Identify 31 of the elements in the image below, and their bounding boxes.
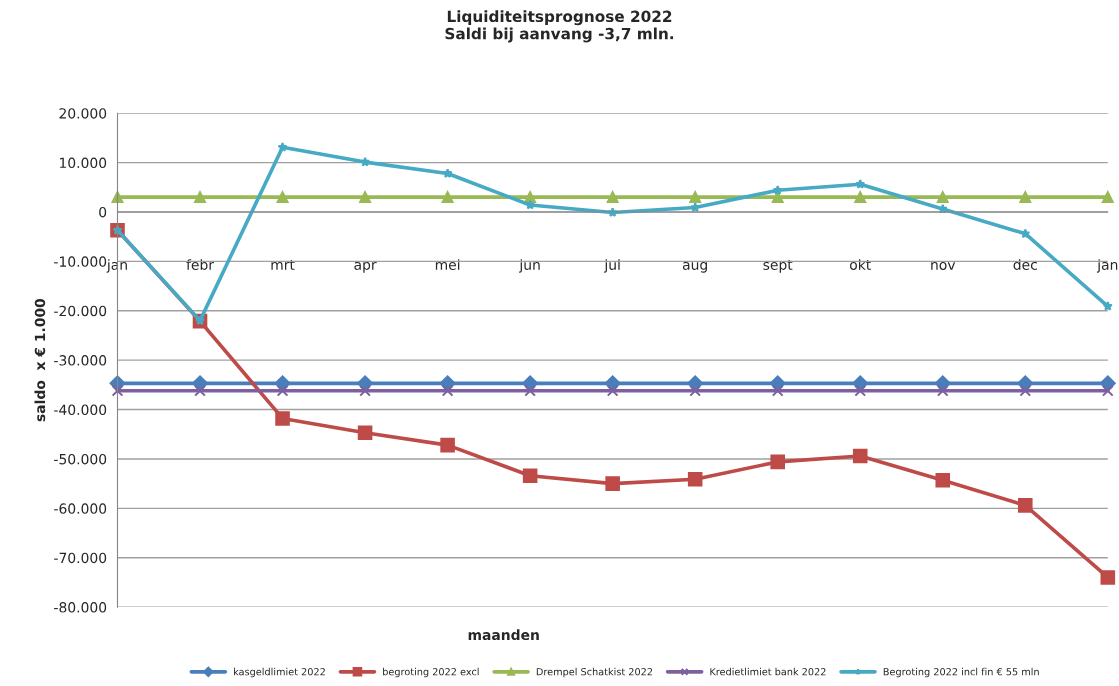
x-tick-label: jun <box>519 259 540 273</box>
x-tick-label: aug <box>682 261 707 273</box>
x-tick-label: sept <box>763 260 793 273</box>
y-axis-title: saldo x € 1.000 <box>34 298 46 422</box>
x-tick-label: apr <box>354 261 377 273</box>
y-tick-label: -70.000 <box>54 552 107 564</box>
x-tick-label: okt <box>850 259 871 270</box>
y-tick-label: 0 <box>99 206 107 218</box>
x-tick-label: jan <box>1096 259 1118 273</box>
chart-title: Liquiditeitsprognose 2022 Saldi bij aanvang -3,7 mln. <box>445 10 674 43</box>
legend-label: Begroting 2022 incl fin € 55 mln <box>883 667 1039 678</box>
x-tick-label: jul <box>604 259 620 273</box>
y-tick-label: -50.000 <box>54 453 107 465</box>
y-tick-label: -40.000 <box>54 404 107 416</box>
x-tick-label: febr <box>186 259 214 270</box>
y-tick-label: -80.000 <box>54 602 107 613</box>
legend-label: kasgeldlimiet 2022 <box>234 667 325 678</box>
x-tick-label: mei <box>435 259 460 270</box>
x-tick-label: dec <box>1013 259 1037 270</box>
legend-label: begroting 2022 excl <box>383 667 479 678</box>
x-tick-label: nov <box>931 261 956 270</box>
y-tick-label: -60.000 <box>54 503 107 514</box>
y-tick-label: -20.000 <box>54 305 107 317</box>
x-axis-title: maanden <box>468 629 539 641</box>
y-tick-label: 20.000 <box>59 108 107 119</box>
legend-label: Drempel Schatkist 2022 <box>536 667 653 678</box>
legend-label: Kredietlimiet bank 2022 <box>710 667 826 676</box>
x-tick-label: mrt <box>271 260 295 270</box>
y-tick-label: 10.000 <box>60 157 107 169</box>
y-tick-label: -10.000 <box>54 256 107 267</box>
y-tick-label: -30.000 <box>54 355 107 366</box>
